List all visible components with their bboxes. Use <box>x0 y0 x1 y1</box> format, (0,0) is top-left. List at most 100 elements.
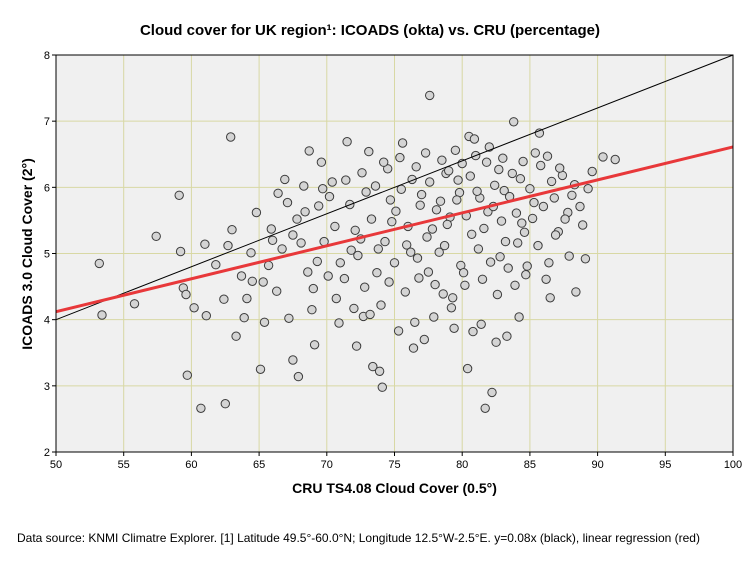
data-point <box>288 230 298 240</box>
data-point <box>351 341 362 351</box>
y-axis-label: ICOADS 3.0 Cloud Cover (2°) <box>19 158 35 350</box>
data-point <box>361 187 371 197</box>
data-point <box>442 219 452 230</box>
data-point <box>376 300 386 310</box>
data-point <box>515 174 526 184</box>
data-point <box>425 177 435 187</box>
data-point <box>509 117 519 127</box>
data-point <box>560 214 570 224</box>
data-point <box>384 277 394 287</box>
x-tick-label: 50 <box>50 459 62 471</box>
data-point <box>437 155 447 165</box>
data-point <box>402 240 412 250</box>
data-point <box>373 244 383 254</box>
data-point <box>521 270 531 280</box>
data-point <box>308 283 318 294</box>
data-point <box>200 239 210 249</box>
data-point <box>499 185 509 196</box>
data-point <box>511 208 522 218</box>
axis-ticks: 50 55 60 65 70 75 80 85 90 95 100 2 3 4 5 6 7 8 <box>44 50 742 471</box>
data-point <box>346 245 356 255</box>
data-point <box>422 232 432 242</box>
data-point <box>395 152 405 163</box>
data-point <box>372 268 382 278</box>
data-point <box>327 177 337 187</box>
data-point <box>300 207 310 217</box>
data-point <box>546 176 557 187</box>
data-point <box>242 293 252 304</box>
data-point <box>529 197 539 208</box>
data-point <box>282 197 293 208</box>
data-point <box>189 303 199 313</box>
data-point <box>400 287 410 297</box>
data-point <box>377 382 387 392</box>
data-point <box>323 271 333 281</box>
data-point <box>331 293 341 304</box>
data-point <box>458 268 469 278</box>
data-point <box>414 273 424 283</box>
data-point <box>309 340 320 350</box>
data-point <box>227 225 237 235</box>
data-point <box>425 90 435 101</box>
data-point <box>571 287 581 297</box>
data-point <box>307 305 317 315</box>
data-point <box>519 227 530 238</box>
data-point <box>316 157 327 167</box>
data-point <box>255 364 266 374</box>
data-point <box>349 303 359 314</box>
x-tick-label: 70 <box>321 459 333 471</box>
data-point <box>536 160 546 171</box>
x-tick-label: 65 <box>253 459 265 471</box>
data-point <box>196 403 206 413</box>
data-point <box>220 399 231 409</box>
data-point <box>416 189 427 200</box>
data-point <box>578 220 588 230</box>
data-point <box>280 174 290 185</box>
data-point <box>467 229 477 240</box>
data-point <box>334 318 344 328</box>
data-point <box>423 267 434 277</box>
data-point <box>477 274 488 284</box>
data-point <box>527 213 538 224</box>
data-point <box>174 190 184 201</box>
data-point <box>411 162 421 172</box>
data-point <box>312 256 322 267</box>
x-tick-label: 85 <box>524 459 536 471</box>
x-tick-label: 75 <box>388 459 400 471</box>
data-point <box>239 313 249 323</box>
x-tick-label: 55 <box>118 459 130 471</box>
footnote: Data source: KNMI Climatre Explorer. [1]… <box>17 531 700 545</box>
data-point <box>299 181 309 191</box>
data-point <box>324 191 335 202</box>
data-point <box>550 230 561 240</box>
data-point <box>430 279 440 290</box>
data-point <box>583 184 593 194</box>
data-point <box>259 317 270 327</box>
data-point <box>438 289 448 299</box>
data-point <box>468 326 478 337</box>
data-point <box>303 267 313 277</box>
data-point <box>151 231 161 242</box>
data-point <box>514 312 524 322</box>
x-axis-label: CRU TS4.08 Cloud Cover (0.5°) <box>292 480 497 496</box>
data-point <box>231 331 241 341</box>
data-point <box>491 337 501 347</box>
data-point <box>272 286 282 296</box>
data-point <box>485 257 496 267</box>
y-tick-label: 5 <box>44 249 50 261</box>
data-point <box>472 186 482 197</box>
data-point <box>273 188 283 199</box>
data-point <box>397 138 408 148</box>
data-point <box>415 200 425 210</box>
data-point <box>503 263 513 273</box>
data-point <box>453 175 463 185</box>
data-point <box>500 236 511 247</box>
x-tick-label: 90 <box>591 459 603 471</box>
data-point <box>389 258 400 268</box>
data-point <box>296 238 306 248</box>
data-point <box>201 311 212 321</box>
data-point <box>406 247 416 257</box>
data-point <box>97 310 107 320</box>
data-point <box>288 355 298 365</box>
